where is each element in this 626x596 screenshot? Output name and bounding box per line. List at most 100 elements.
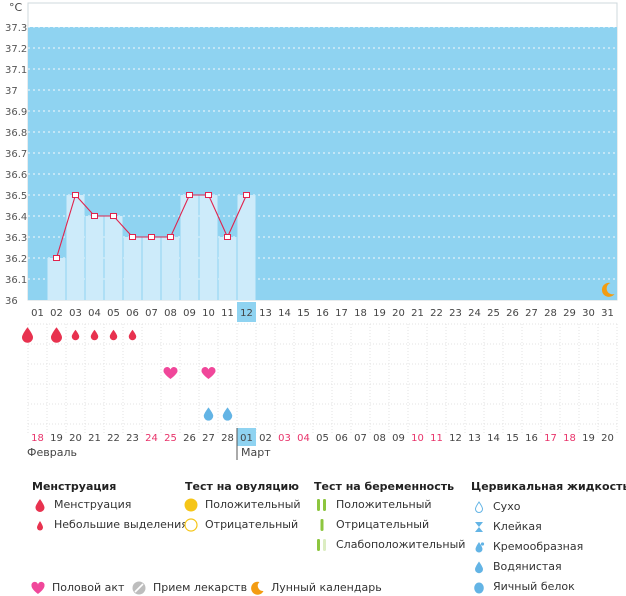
current-date-highlight xyxy=(237,428,256,446)
watery-drop-icon xyxy=(475,561,483,574)
date-label: 16 xyxy=(525,433,538,444)
legend-intercourse: Половой акт xyxy=(30,580,140,596)
y-tick-label: 36.3 xyxy=(5,233,27,244)
temperature-bar xyxy=(199,195,218,300)
day-label: 20 xyxy=(392,308,405,319)
small-drop-icon xyxy=(37,521,43,531)
day-label: 21 xyxy=(411,308,424,319)
date-label: 24 xyxy=(145,433,158,444)
date-label: 12 xyxy=(449,433,462,444)
date-label: 09 xyxy=(392,433,405,444)
watery-drop-icon xyxy=(222,407,233,421)
date-label: 05 xyxy=(316,433,329,444)
dry-drop-icon xyxy=(474,501,484,513)
legend-pregnancy-title: Тест на беременность xyxy=(314,480,455,493)
day-label: 28 xyxy=(544,308,557,319)
date-label: 28 xyxy=(221,433,234,444)
day-label: 10 xyxy=(202,308,215,319)
creamy-drop-icon xyxy=(475,542,485,553)
legend-moon: Лунный календарь xyxy=(249,580,382,596)
date-label: 25 xyxy=(164,433,177,444)
temperature-bars xyxy=(47,195,256,300)
temperature-bar xyxy=(161,237,180,300)
temperature-point xyxy=(243,192,250,198)
y-tick-label: 36.7 xyxy=(5,149,27,160)
date-label: 18 xyxy=(31,433,44,444)
y-tick-label: 37 xyxy=(5,86,18,97)
day-label: 04 xyxy=(88,308,101,319)
eggwhite-icon xyxy=(474,582,484,594)
temperature-point xyxy=(205,192,212,198)
day-label: 09 xyxy=(183,308,196,319)
month-label: Февраль xyxy=(27,446,77,459)
legend-ovulation-title: Тест на овуляцию xyxy=(185,480,299,493)
day-label: 22 xyxy=(430,308,443,319)
day-label: 13 xyxy=(259,308,272,319)
light-discharge-icon xyxy=(71,329,80,341)
y-tick-label: 36.2 xyxy=(5,254,27,265)
temperature-point xyxy=(53,255,60,261)
menstruation-drop-icon xyxy=(51,327,62,343)
date-row: 18 19 20 21 22 23 24 25 26 27 28 01 02 03 04 05 06 07 08 09… xyxy=(27,428,614,460)
date-label: 19 xyxy=(582,433,595,444)
day-label: 29 xyxy=(563,308,576,319)
date-label: 03 xyxy=(278,433,291,444)
day-label: 24 xyxy=(468,308,481,319)
date-label: 18 xyxy=(563,433,576,444)
day-label: 08 xyxy=(164,308,177,319)
temperature-line xyxy=(53,192,615,297)
heart-icon xyxy=(163,367,178,379)
y-tick-label: 36.4 xyxy=(5,212,27,223)
ovulation-positive-icon xyxy=(184,498,198,512)
date-label: 26 xyxy=(183,433,196,444)
date-label: 23 xyxy=(126,433,139,444)
temperature-point xyxy=(129,234,136,240)
moon-icon xyxy=(251,581,264,595)
temperature-bar xyxy=(142,237,161,300)
pregnancy-negative-icon xyxy=(320,519,324,531)
date-label: 21 xyxy=(88,433,101,444)
temperature-point xyxy=(186,192,193,198)
legend-menstruation-title: Менструация xyxy=(32,480,117,493)
date-label: 02 xyxy=(259,433,272,444)
temperature-bar xyxy=(66,195,85,300)
day-label: 23 xyxy=(449,308,462,319)
temperature-point xyxy=(167,234,174,240)
watery-drop-icon xyxy=(203,407,214,421)
temperature-point xyxy=(110,213,117,219)
moon-icon xyxy=(601,282,615,297)
heart-icon xyxy=(31,581,45,594)
symbol-grid xyxy=(27,323,618,434)
day-label: 15 xyxy=(297,308,310,319)
date-label: 06 xyxy=(335,433,348,444)
temperature-bar xyxy=(47,258,66,300)
temperature-bar xyxy=(180,195,199,300)
date-label: 14 xyxy=(487,433,500,444)
date-label: 17 xyxy=(544,433,557,444)
day-label: 03 xyxy=(69,308,82,319)
date-label: 19 xyxy=(50,433,63,444)
y-tick-label: 36.1 xyxy=(5,275,27,286)
current-day-highlight xyxy=(237,302,256,322)
drop-icon xyxy=(35,499,45,512)
x-axis-days: 01 02 03 04 05 06 07 08 09 10 11 12 13 14 15 16 17 18 19 20… xyxy=(31,302,614,322)
day-label: 07 xyxy=(145,308,158,319)
legend-fluid-title: Цервикальная жидкость xyxy=(471,480,626,493)
temperature-point xyxy=(91,213,98,219)
y-tick-label: 36 xyxy=(5,296,18,307)
bbt-chart: 37.3 37.2 37.1 37 36.9 36.8 36.7 36.6 36.5 36.4 36… xyxy=(5,1,618,460)
temperature-bar xyxy=(85,216,104,300)
heart-icon xyxy=(201,367,216,379)
y-tick-label: 36.6 xyxy=(5,170,27,181)
day-label: 05 xyxy=(107,308,120,319)
pregnancy-positive-icon xyxy=(317,499,326,511)
pill-icon xyxy=(132,581,146,595)
y-tick-label: 36.5 xyxy=(5,191,27,202)
y-tick-label: 36.8 xyxy=(5,128,27,139)
date-label: 20 xyxy=(69,433,82,444)
day-label: 30 xyxy=(582,308,595,319)
date-label: 01 xyxy=(240,433,253,444)
temperature-point xyxy=(224,234,231,240)
y-tick-label: 37.2 xyxy=(5,44,27,55)
temperature-bar xyxy=(218,237,237,300)
